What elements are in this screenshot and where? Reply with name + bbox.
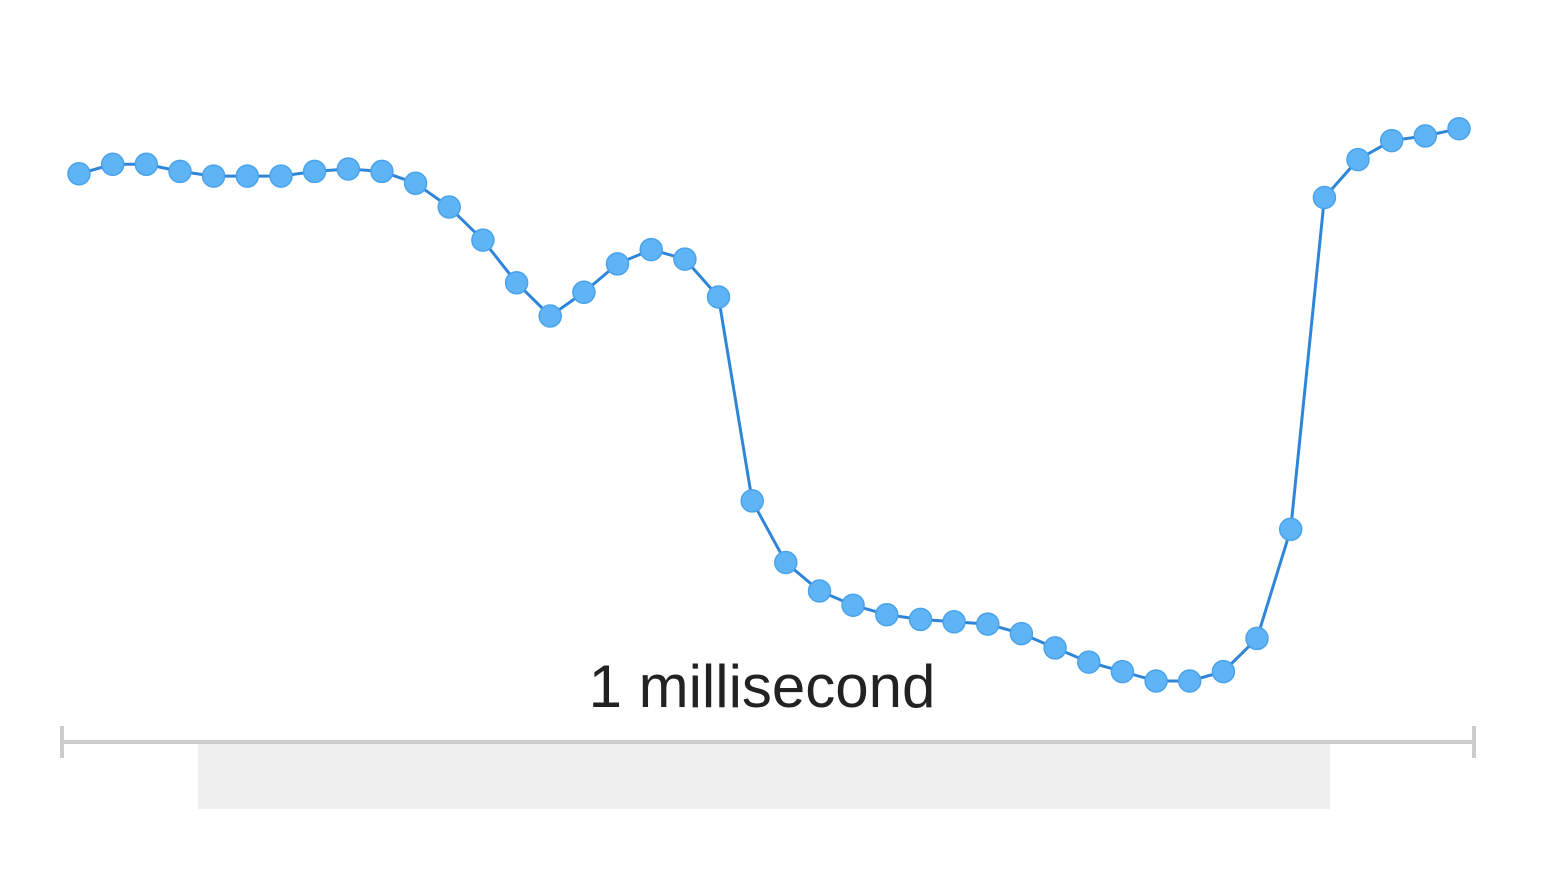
data-point — [1211, 659, 1236, 684]
data-point — [605, 252, 630, 276]
data-point — [403, 171, 428, 196]
data-point — [302, 159, 327, 184]
data-point — [67, 162, 91, 186]
data-point — [1177, 669, 1202, 693]
scale-bar — [60, 726, 1476, 758]
data-point — [1312, 185, 1337, 210]
data-point — [572, 280, 596, 305]
data-point — [639, 237, 663, 262]
data-point — [1245, 626, 1269, 651]
data-point — [875, 602, 899, 627]
data-point — [673, 247, 697, 271]
data-point — [1144, 669, 1168, 693]
data-point — [235, 164, 260, 188]
data-point — [1346, 147, 1370, 172]
data-point — [134, 152, 159, 177]
data-point — [976, 612, 1000, 636]
data-point — [370, 159, 394, 184]
data-point — [740, 489, 764, 513]
data-point — [841, 593, 865, 617]
series-line — [78, 127, 1460, 683]
data-point — [706, 285, 731, 309]
scale-bar-label: 1 millisecond — [589, 653, 936, 720]
data-point — [168, 159, 192, 184]
data-point — [471, 228, 495, 252]
data-point — [807, 579, 832, 603]
data-point — [1110, 659, 1135, 684]
series-points — [67, 116, 1471, 693]
data-point — [774, 550, 798, 575]
data-point — [1077, 650, 1101, 674]
data-point — [100, 152, 125, 177]
data-point — [1009, 621, 1034, 646]
data-point — [1413, 124, 1438, 148]
data-point — [269, 164, 293, 188]
data-point — [1447, 116, 1471, 141]
data-point — [1379, 128, 1404, 153]
data-point — [1043, 636, 1067, 660]
data-point — [201, 164, 226, 188]
data-point — [908, 607, 933, 632]
data-point — [336, 157, 361, 181]
shaded-band — [198, 742, 1330, 809]
data-point — [504, 271, 529, 295]
data-point — [1278, 517, 1303, 542]
data-point — [942, 610, 966, 634]
data-point — [437, 195, 461, 219]
data-point — [538, 304, 562, 328]
